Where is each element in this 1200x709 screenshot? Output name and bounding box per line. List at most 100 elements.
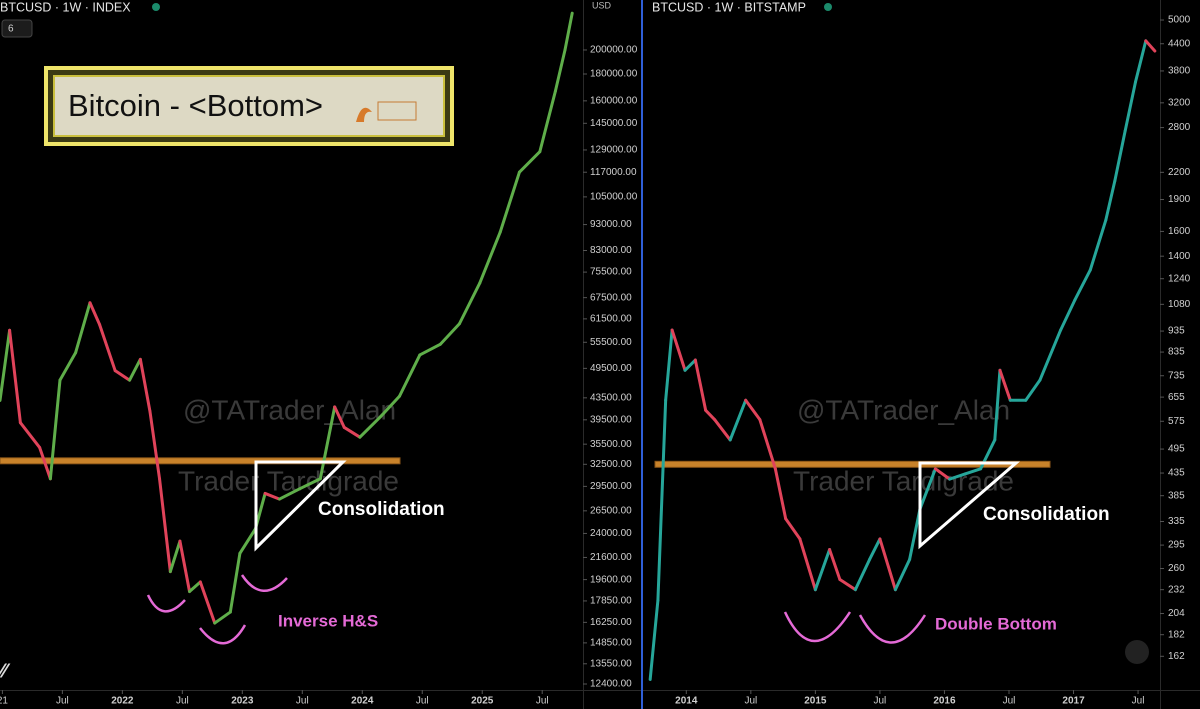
- x-tick-label: Jul: [296, 696, 309, 707]
- watermark: Trader Tardigrade: [178, 465, 399, 496]
- price-segment: [148, 409, 162, 481]
- annotation: Inverse H&S: [278, 611, 378, 630]
- status-dot: [824, 3, 832, 11]
- price-segment: [517, 150, 542, 174]
- y-tick-label: 335: [1168, 516, 1185, 527]
- x-tick-label: Jul: [416, 696, 429, 707]
- price-segment: [1073, 268, 1092, 302]
- y-tick-label: 385: [1168, 490, 1185, 501]
- y-tick-label: 32500.00: [590, 459, 632, 470]
- price-segment: [648, 598, 660, 681]
- price-segment: [478, 230, 502, 285]
- logo: [356, 107, 372, 122]
- y-tick-label: 735: [1168, 370, 1185, 381]
- price-segment: [868, 537, 882, 561]
- price-segment: [670, 328, 687, 372]
- headline-box: Bitcoin - <Bottom>: [44, 66, 454, 146]
- y-tick-label: 145000.00: [590, 118, 638, 129]
- price-segment: [88, 301, 102, 326]
- price-segment: [838, 578, 857, 592]
- annotation: Consolidation: [318, 499, 445, 520]
- y-tick-label: 75500.00: [590, 267, 632, 278]
- x-tick-label: 2022: [111, 696, 134, 707]
- price-segment: [397, 353, 422, 398]
- price-segment: [1038, 328, 1063, 382]
- price-segment: [228, 551, 242, 614]
- price-segment: [704, 408, 717, 422]
- y-tick-label: 1400: [1168, 251, 1191, 262]
- price-segment: [178, 539, 192, 594]
- x-tick-label: Jul: [1003, 696, 1016, 707]
- price-segment: [498, 170, 521, 234]
- price-segment: [853, 557, 872, 592]
- price-segment: [198, 580, 217, 625]
- price-segment: [784, 517, 802, 541]
- price-segment: [333, 405, 346, 429]
- y-tick-label: 14850.00: [590, 638, 632, 649]
- triangle: [254, 460, 347, 552]
- y-tick-label: 1080: [1168, 299, 1191, 310]
- x-tick-label: 2025: [471, 696, 494, 707]
- scroll-button[interactable]: [1125, 640, 1149, 664]
- plots: 200000.00 180000.00 160000.00 145000.00 1290…: [0, 11, 1191, 707]
- y-tick-label: 200000.00: [590, 45, 638, 56]
- x-tick-label: Jul: [874, 696, 887, 707]
- y-tick-label: 12400.00: [590, 679, 632, 690]
- annotation: Consolidation: [983, 504, 1110, 525]
- price-segment: [74, 301, 92, 355]
- y-tick-label: 435: [1168, 468, 1185, 479]
- price-segment: [563, 11, 574, 52]
- y-tick-label: 655: [1168, 392, 1185, 403]
- x-tick-label: 2023: [231, 696, 254, 707]
- price-segment: [1059, 298, 1077, 332]
- x-tick-label: Jul: [56, 696, 69, 707]
- support-level: [0, 457, 401, 465]
- y-tick-label: 180000.00: [590, 69, 638, 80]
- price-segment: [298, 477, 322, 491]
- x-tick-label: 2016: [933, 696, 956, 707]
- y-tick-label: 3800: [1168, 66, 1191, 77]
- price-segment: [1024, 378, 1042, 402]
- y-tick-label: 13550.00: [590, 658, 632, 669]
- price-segment: [1123, 80, 1137, 133]
- y-tick-label: 83000.00: [590, 245, 632, 256]
- x-tick-label: 2014: [675, 696, 698, 707]
- price-segment: [342, 425, 362, 439]
- y-tick-label: 24000.00: [590, 528, 632, 539]
- price-segment: [553, 48, 567, 93]
- y-tick-label: 67500.00: [590, 292, 632, 303]
- price-segment: [158, 477, 172, 574]
- y-tick-label: 26500.00: [590, 505, 632, 516]
- arc: [146, 594, 186, 613]
- y-tick-label: 162: [1168, 651, 1185, 662]
- y-tick-label: 160000.00: [590, 95, 638, 106]
- y-tick-label: 117000.00: [590, 167, 637, 178]
- y-tick-label: 2800: [1168, 122, 1191, 133]
- price-segment: [998, 368, 1012, 402]
- arc: [783, 611, 852, 643]
- pattern-arcs: [146, 574, 927, 645]
- y-tick-label: 39500.00: [590, 414, 632, 425]
- badge: 6: [8, 24, 14, 35]
- price-segment: [664, 328, 674, 402]
- price-segment: [457, 281, 482, 326]
- drawings: Consolidation Inverse H&S Consolidation …: [146, 460, 1110, 645]
- y-tick-label: 35500.00: [590, 439, 632, 450]
- y-tick-label: 295: [1168, 540, 1185, 551]
- y-tick-label: 129000.00: [590, 145, 638, 156]
- y-tick-label: 5000: [1168, 15, 1191, 26]
- x-tick-label: Jul: [744, 696, 757, 707]
- price-segment: [318, 405, 337, 481]
- price-segment: [48, 378, 62, 481]
- y-tick-label: 1600: [1168, 226, 1191, 237]
- price-segment: [278, 487, 302, 501]
- price-segment: [538, 89, 557, 154]
- price-segment: [993, 368, 1002, 442]
- price-segment: [1113, 129, 1127, 183]
- watermark: @TATrader_Alan: [183, 394, 396, 425]
- price-segment: [113, 369, 132, 382]
- support-level: [654, 460, 1051, 468]
- y-tick-label: 16250.00: [590, 617, 632, 628]
- y-tick-label: 17850.00: [590, 596, 632, 607]
